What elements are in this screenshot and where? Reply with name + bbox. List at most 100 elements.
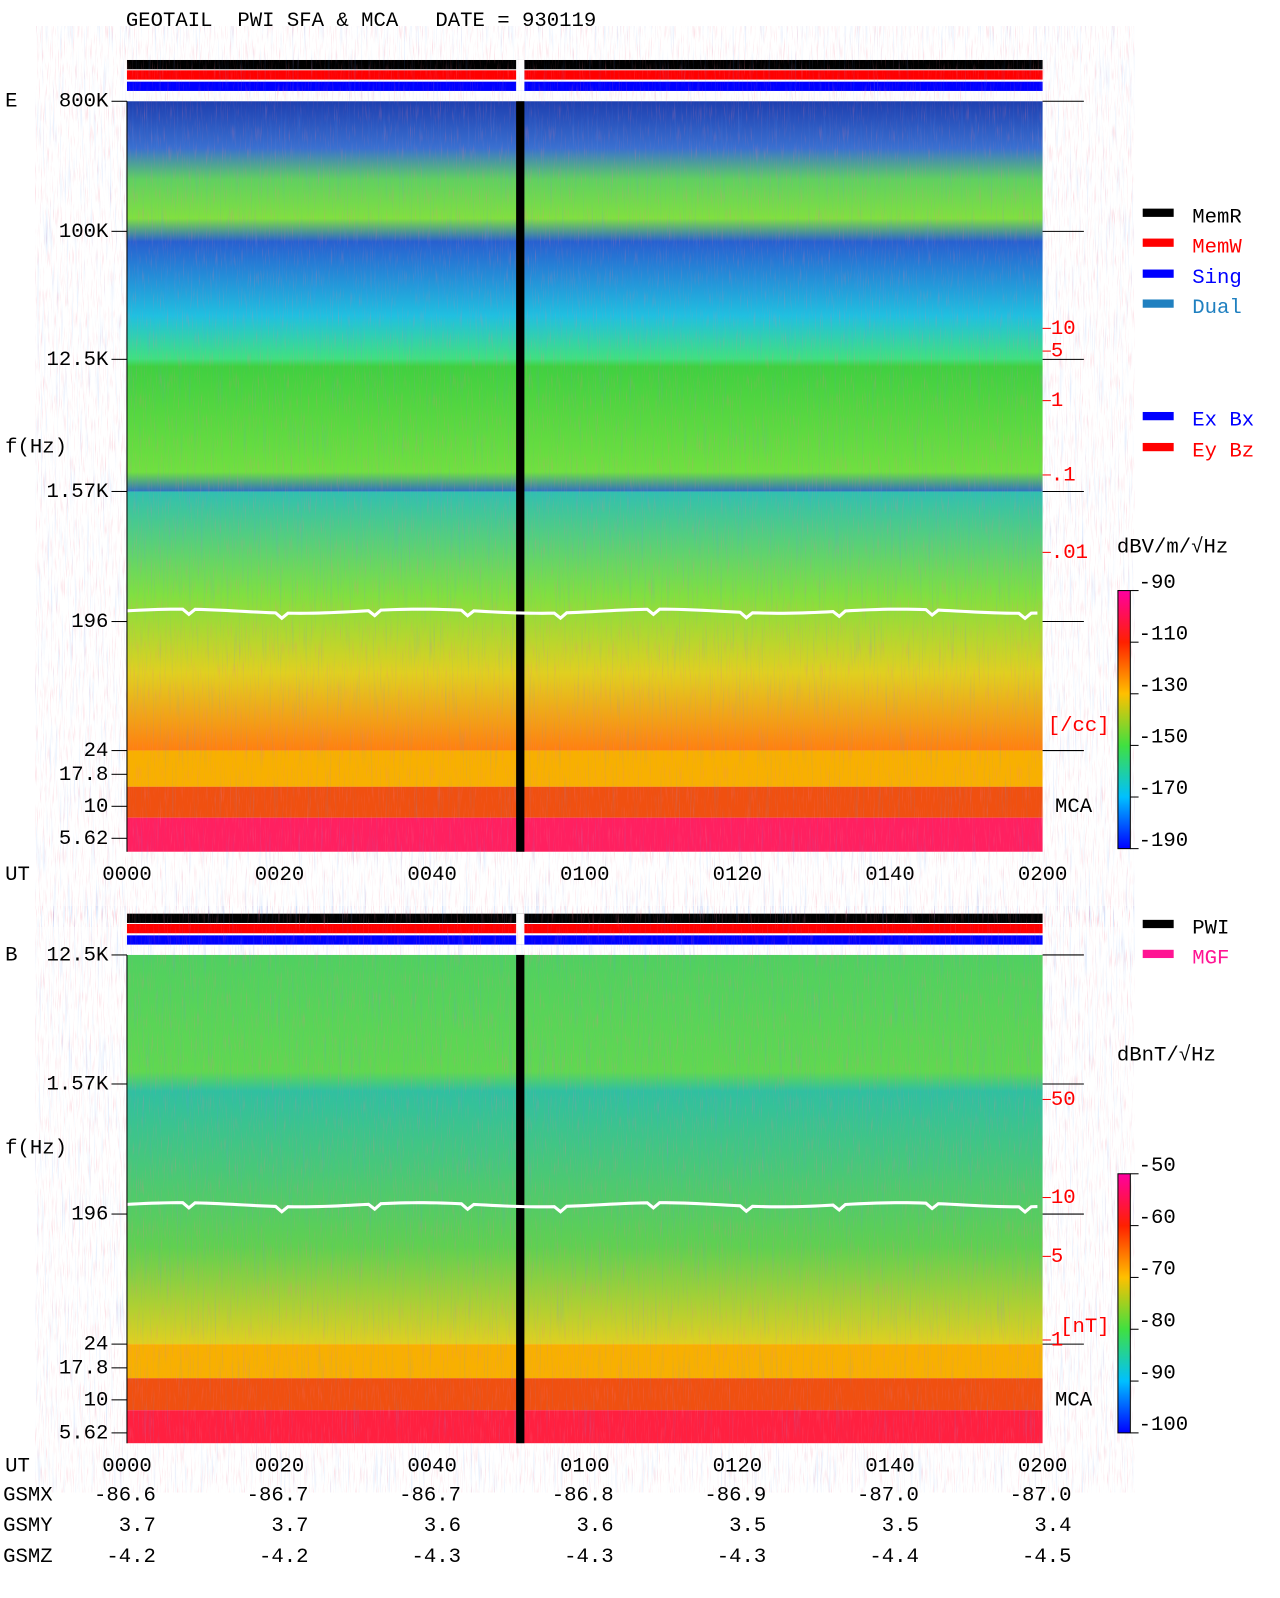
spectrogram-noise xyxy=(126,101,1043,852)
legend-swatch xyxy=(1142,208,1174,217)
freq-tick-label: 1.57K xyxy=(46,481,109,504)
axis-label: f(Hz) xyxy=(5,1137,67,1160)
status-bar xyxy=(126,59,1043,70)
freq-tick-label: 100K xyxy=(59,221,109,244)
legend-label: PWI xyxy=(1192,918,1229,941)
axis-label: f(Hz) xyxy=(5,437,67,460)
colorbar-tick-label: -90 xyxy=(1139,572,1176,595)
time-label: UT xyxy=(5,1455,30,1478)
title: GEOTAIL PWI SFA & MCA DATE = 930119 xyxy=(126,10,596,33)
legend-label: MemW xyxy=(1192,236,1242,259)
colorbar-tick-label: -150 xyxy=(1139,727,1189,750)
freq-tick-label: 800K xyxy=(59,91,109,114)
time-tick-label: 0000 xyxy=(102,864,152,887)
time-tick-label: 0020 xyxy=(255,864,305,887)
orbit-value: -4.3 xyxy=(564,1546,614,1569)
legend-swatch xyxy=(1142,411,1174,421)
orbit-value: -4.2 xyxy=(106,1546,156,1569)
spectrogram-noise xyxy=(126,954,1043,1444)
time-tick-label: 0100 xyxy=(560,864,610,887)
colorbar-tick-label: -190 xyxy=(1139,830,1189,853)
orbit-value: 3.5 xyxy=(729,1515,766,1538)
orbit-value: -86.6 xyxy=(94,1484,156,1507)
colorbar xyxy=(1117,590,1131,850)
time-tick-label: 0100 xyxy=(560,1455,610,1478)
legend-label: MemR xyxy=(1192,206,1242,229)
status-gap xyxy=(516,913,525,945)
orbit-value: -4.4 xyxy=(869,1546,919,1569)
legend-label: MGF xyxy=(1192,948,1229,971)
orbit-value: -86.9 xyxy=(704,1484,766,1507)
orbit-value: -4.3 xyxy=(412,1546,462,1569)
orbit-value: -86.7 xyxy=(399,1484,461,1507)
data-gap xyxy=(516,954,525,1444)
freq-tick-label: 17.8 xyxy=(59,1357,109,1380)
legend-label: Sing xyxy=(1192,267,1242,290)
colorbar-tick-label: -170 xyxy=(1139,778,1189,801)
density-tick-label: 10 xyxy=(1051,318,1076,341)
legend-swatch xyxy=(1142,299,1174,308)
freq-tick-label: 17.8 xyxy=(59,764,109,787)
legend-swatch xyxy=(1142,442,1174,452)
status-bar xyxy=(126,70,1043,80)
time-tick-label: 0200 xyxy=(1018,864,1068,887)
orbit-value: -87.0 xyxy=(857,1484,919,1507)
time-tick-label: 0140 xyxy=(865,864,915,887)
time-tick-label: 0120 xyxy=(713,864,763,887)
panel-label: E xyxy=(5,91,17,114)
freq-tick-label: 5.62 xyxy=(59,1422,109,1445)
mca-label: MCA xyxy=(1055,1389,1093,1412)
status-gap xyxy=(516,59,525,91)
orbit-label: GSMY xyxy=(3,1515,53,1538)
data-gap xyxy=(516,101,525,852)
colorbar-tick-label: -60 xyxy=(1139,1207,1176,1230)
orbit-value: 3.6 xyxy=(577,1515,614,1538)
time-label: UT xyxy=(5,864,30,887)
freq-tick-label: 12.5K xyxy=(46,349,109,372)
density-tick-label: 5 xyxy=(1051,1246,1063,1269)
legend-label: Ey Bz xyxy=(1192,441,1254,464)
freq-tick-label: 5.62 xyxy=(59,828,109,851)
colorbar-tick-label: -100 xyxy=(1139,1414,1189,1437)
orbit-value: -4.2 xyxy=(259,1546,309,1569)
colorbar-tick-label: -110 xyxy=(1139,623,1189,646)
legend-swatch xyxy=(1142,919,1174,929)
density-tick-label: 50 xyxy=(1051,1089,1076,1112)
status-bar xyxy=(126,923,1043,934)
time-tick-label: 0040 xyxy=(407,864,457,887)
time-tick-label: 0140 xyxy=(865,1455,915,1478)
orbit-value: 3.6 xyxy=(424,1515,461,1538)
plasma-line xyxy=(126,1201,1038,1214)
density-tick-label: .01 xyxy=(1051,542,1088,565)
freq-tick-label: 10 xyxy=(84,1389,109,1412)
orbit-label: GSMZ xyxy=(3,1546,53,1569)
orbit-value: -4.3 xyxy=(717,1546,767,1569)
plasma-line xyxy=(126,607,1038,621)
freq-tick-label: 1.57K xyxy=(46,1073,109,1096)
freq-tick-label: 12.5K xyxy=(46,944,109,967)
density-unit: [/cc] xyxy=(1048,715,1110,738)
status-bar xyxy=(126,913,1043,923)
colorbar-tick-label: -70 xyxy=(1139,1259,1176,1282)
orbit-value: -87.0 xyxy=(1010,1484,1072,1507)
orbit-value: -86.8 xyxy=(552,1484,614,1507)
legend-label: Dual xyxy=(1192,297,1242,320)
orbit-value: -86.7 xyxy=(247,1484,309,1507)
density-tick-label: 5 xyxy=(1051,341,1063,364)
legend-swatch xyxy=(1142,949,1174,959)
density-tick-label: 10 xyxy=(1051,1187,1076,1210)
legend-label: Ex Bx xyxy=(1192,410,1254,433)
orbit-value: 3.4 xyxy=(1034,1515,1071,1538)
density-unit: [nT] xyxy=(1060,1316,1110,1339)
legend-swatch xyxy=(1142,269,1174,278)
density-tick-label: .1 xyxy=(1051,464,1076,487)
panels: Ef(Hz)800K100K12.5K1.57K1962417.8105.621… xyxy=(3,59,1254,1569)
legend-swatch xyxy=(1142,238,1174,247)
colorbar-unit: dBV/m/√Hz xyxy=(1117,536,1228,560)
orbit-label: GSMX xyxy=(3,1484,53,1507)
density-tick-label: 1 xyxy=(1051,1329,1063,1352)
status-bar xyxy=(126,935,1043,945)
colorbar-tick-label: -90 xyxy=(1139,1362,1176,1385)
